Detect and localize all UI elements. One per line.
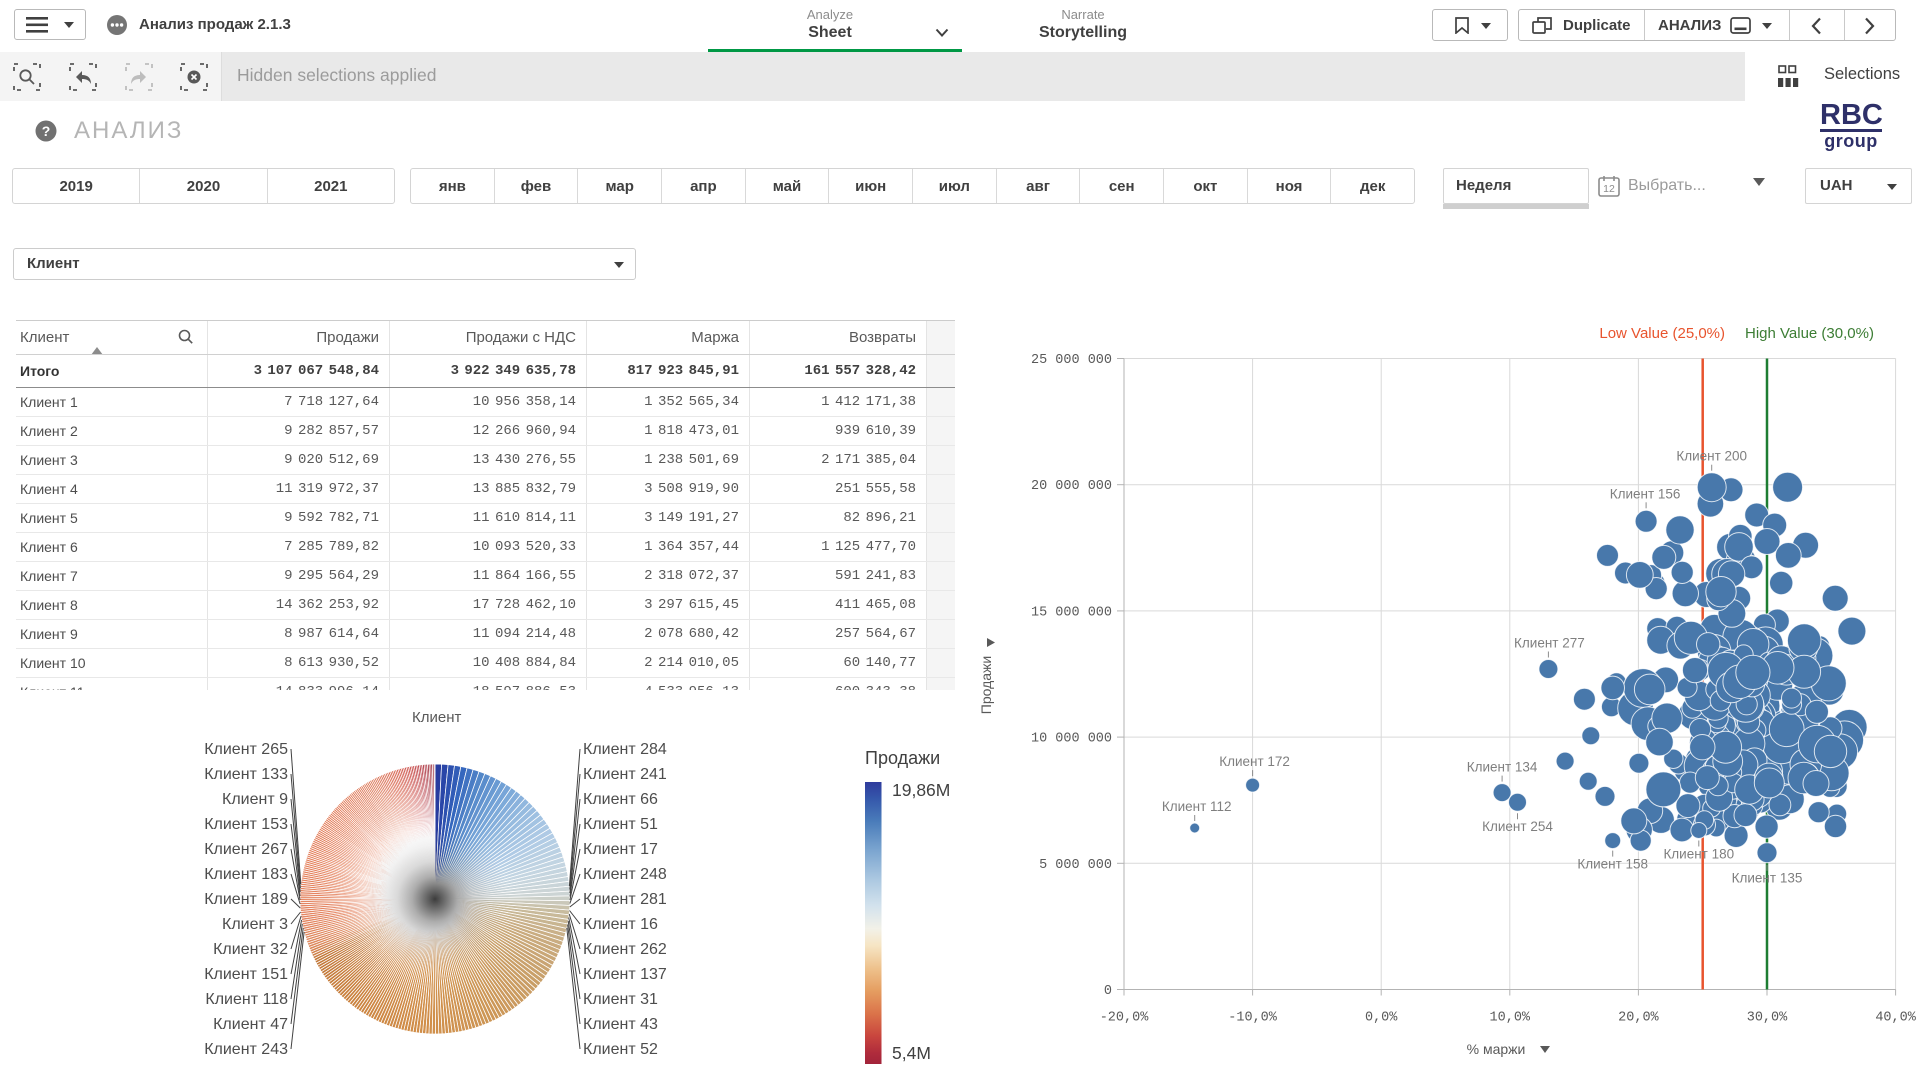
svg-text:Клиент 158: Клиент 158 xyxy=(1577,857,1648,872)
svg-text:Клиент 241: Клиент 241 xyxy=(583,766,667,783)
svg-text:?: ? xyxy=(42,123,51,139)
svg-text:Клиент 248: Клиент 248 xyxy=(583,866,667,883)
svg-text:Клиент 32: Клиент 32 xyxy=(213,941,288,958)
svg-text:30,0%: 30,0% xyxy=(1747,1011,1788,1026)
svg-text:40,0%: 40,0% xyxy=(1875,1011,1916,1026)
svg-text:Клиент 180: Клиент 180 xyxy=(1663,847,1734,862)
svg-text:25 000 000: 25 000 000 xyxy=(1031,353,1112,368)
svg-text:Клиент 262: Клиент 262 xyxy=(583,941,667,958)
svg-text:Клиент 151: Клиент 151 xyxy=(204,966,288,983)
svg-text:% маржи: % маржи xyxy=(1467,1041,1526,1057)
svg-text:Клиент 47: Клиент 47 xyxy=(213,1016,288,1033)
svg-text:15 000 000: 15 000 000 xyxy=(1031,605,1112,620)
svg-text:High Value (30,0%): High Value (30,0%) xyxy=(1745,325,1874,342)
svg-text:Клиент 9: Клиент 9 xyxy=(222,791,288,808)
svg-text:Клиент 134: Клиент 134 xyxy=(1467,760,1538,775)
svg-text:Клиент 254: Клиент 254 xyxy=(1482,819,1553,834)
svg-text:Клиент 52: Клиент 52 xyxy=(583,1041,658,1058)
svg-text:Клиент 281: Клиент 281 xyxy=(583,891,667,908)
svg-text:Клиент 66: Клиент 66 xyxy=(583,791,658,808)
svg-text:Клиент 17: Клиент 17 xyxy=(583,841,658,858)
svg-text:Клиент 3: Клиент 3 xyxy=(222,916,288,933)
svg-text:Клиент 137: Клиент 137 xyxy=(583,966,667,983)
svg-text:5 000 000: 5 000 000 xyxy=(1039,858,1112,873)
svg-text:Клиент 265: Клиент 265 xyxy=(204,741,288,758)
svg-text:Клиент 43: Клиент 43 xyxy=(583,1016,658,1033)
svg-text:Клиент 200: Клиент 200 xyxy=(1676,449,1747,464)
svg-text:Клиент 31: Клиент 31 xyxy=(583,991,658,1008)
svg-text:Клиент 16: Клиент 16 xyxy=(583,916,658,933)
svg-text:20 000 000: 20 000 000 xyxy=(1031,479,1112,494)
svg-text:0,0%: 0,0% xyxy=(1365,1011,1398,1026)
svg-text:0: 0 xyxy=(1104,984,1112,999)
svg-text:Клиент 51: Клиент 51 xyxy=(583,816,658,833)
svg-text:Low Value (25,0%): Low Value (25,0%) xyxy=(1599,325,1725,342)
svg-text:10 000 000: 10 000 000 xyxy=(1031,732,1112,747)
svg-text:Клиент 267: Клиент 267 xyxy=(204,841,288,858)
svg-text:-10,0%: -10,0% xyxy=(1228,1011,1278,1026)
svg-text:20,0%: 20,0% xyxy=(1618,1011,1659,1026)
svg-text:12: 12 xyxy=(1603,183,1615,195)
svg-text:Клиент 243: Клиент 243 xyxy=(204,1041,288,1058)
svg-text:Клиент 156: Клиент 156 xyxy=(1610,486,1681,501)
svg-text:Клиент 284: Клиент 284 xyxy=(583,741,667,758)
svg-text:Клиент 153: Клиент 153 xyxy=(204,816,288,833)
svg-text:Клиент 112: Клиент 112 xyxy=(1162,799,1232,814)
svg-text:Клиент 277: Клиент 277 xyxy=(1514,636,1585,651)
svg-text:-20,0%: -20,0% xyxy=(1100,1011,1150,1026)
svg-text:Клиент 135: Клиент 135 xyxy=(1732,871,1803,886)
svg-text:Клиент 118: Клиент 118 xyxy=(205,991,288,1008)
svg-text:Клиент 183: Клиент 183 xyxy=(204,866,288,883)
svg-text:Продажи: Продажи xyxy=(978,656,994,714)
svg-text:Клиент 172: Клиент 172 xyxy=(1219,754,1290,769)
svg-text:Клиент 189: Клиент 189 xyxy=(204,891,288,908)
svg-text:Клиент 133: Клиент 133 xyxy=(204,766,288,783)
svg-text:10,0%: 10,0% xyxy=(1490,1011,1531,1026)
